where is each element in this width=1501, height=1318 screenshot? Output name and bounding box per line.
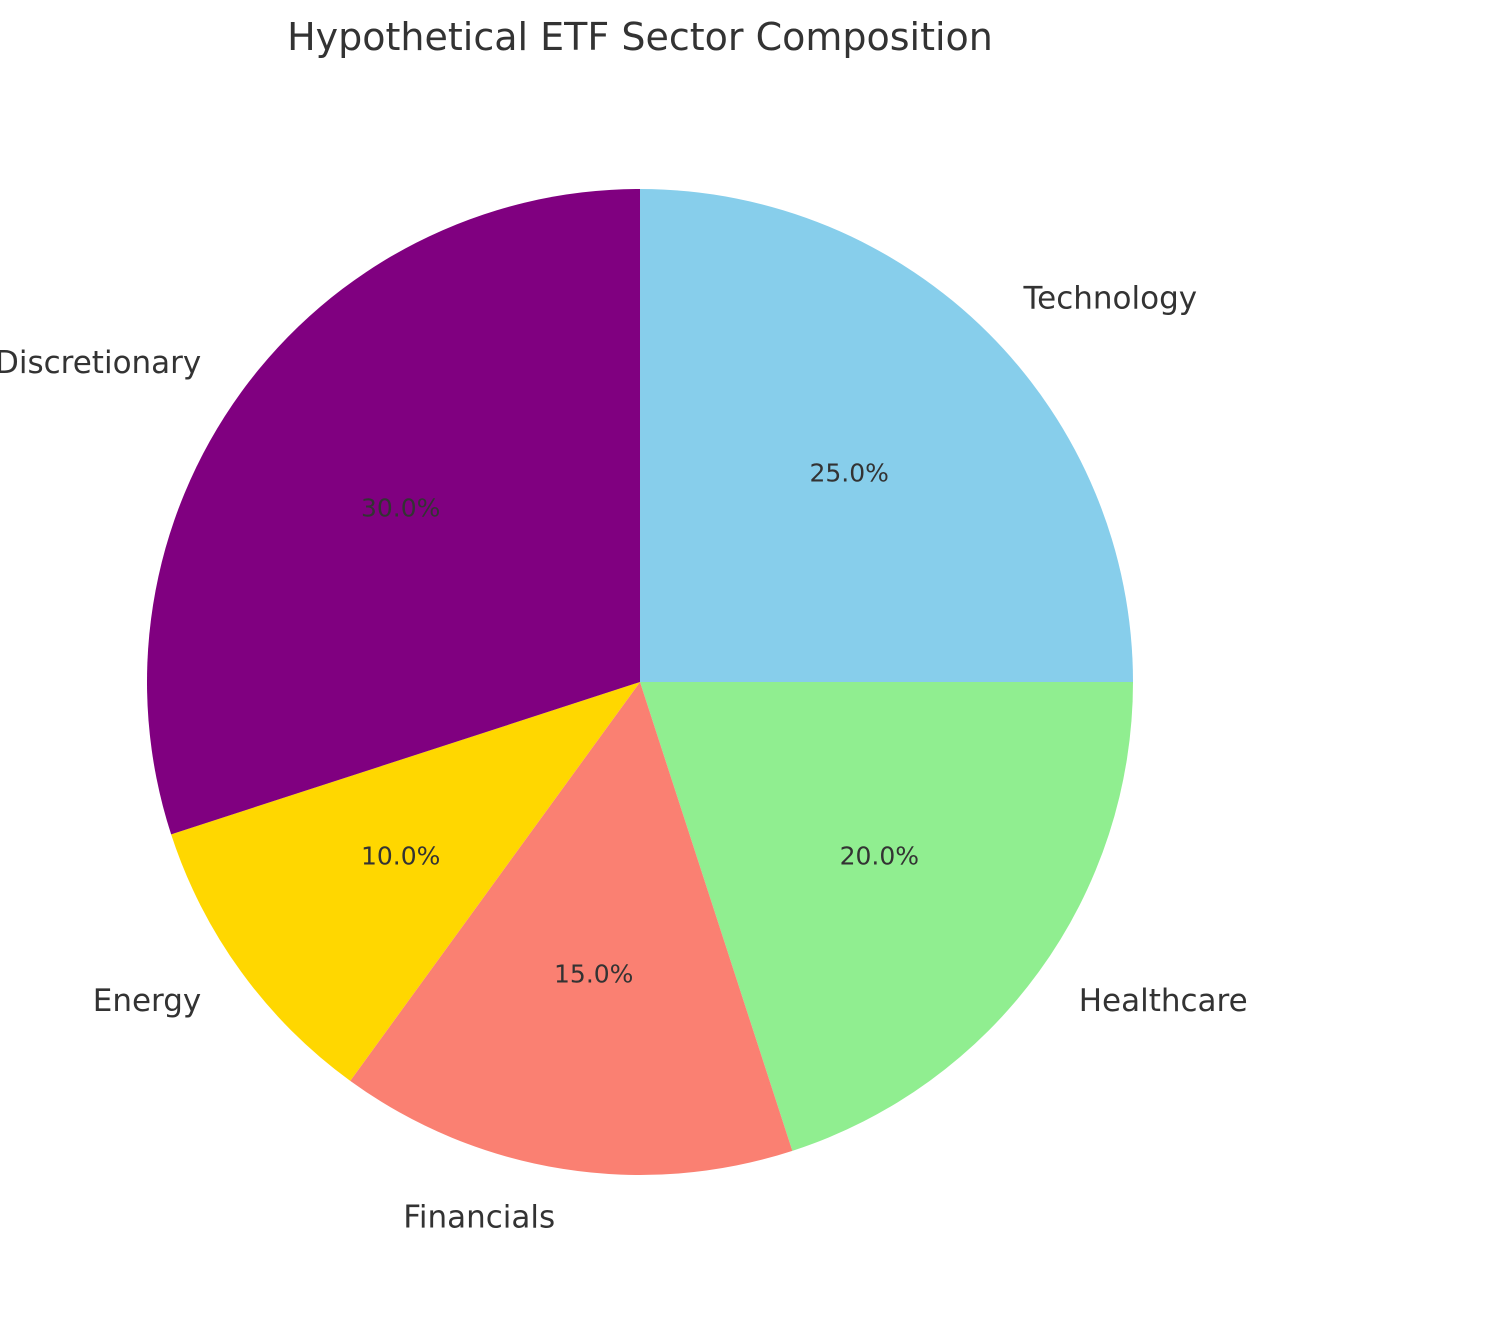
chart-title: Hypothetical ETF Sector Composition: [287, 15, 993, 59]
pct-label-technology: 25.0%: [809, 458, 888, 487]
slice-label-healthcare: Healthcare: [1079, 983, 1248, 1019]
pct-label-energy: 10.0%: [361, 841, 440, 870]
slice-label-energy: Energy: [93, 983, 202, 1019]
pie-slice-consumer-discretionary: [146, 189, 640, 835]
slice-label-technology: Technology: [1022, 281, 1197, 317]
percent-labels: 25.0% 20.0% 15.0% 10.0% 30.0%: [361, 458, 919, 988]
pct-label-consumer-discretionary: 30.0%: [361, 494, 440, 523]
pie-slice-financials: [350, 682, 793, 1176]
pct-label-financials: 15.0%: [554, 960, 633, 989]
pie-slice-healthcare: [640, 682, 1133, 1151]
pie-slices: [146, 189, 1133, 1176]
pie-slice-energy: [171, 682, 640, 1081]
slice-label-consumer-discretionary: Consumer Discretionary: [0, 345, 201, 381]
slice-label-financials: Financials: [403, 1200, 555, 1236]
pie-slice-technology: [640, 189, 1133, 682]
slice-labels: Technology Healthcare Financials Energy Cons…: [0, 281, 1248, 1236]
pct-label-healthcare: 20.0%: [840, 841, 919, 870]
